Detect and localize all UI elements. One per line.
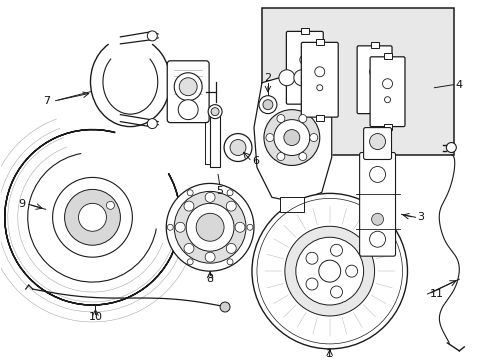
Circle shape — [208, 105, 222, 118]
Circle shape — [220, 302, 229, 312]
Circle shape — [305, 252, 317, 264]
Circle shape — [276, 114, 285, 122]
Circle shape — [259, 96, 276, 114]
Circle shape — [265, 134, 273, 141]
Circle shape — [187, 190, 193, 196]
Circle shape — [53, 177, 132, 257]
Circle shape — [178, 100, 198, 120]
FancyBboxPatch shape — [356, 46, 391, 114]
Circle shape — [106, 201, 114, 209]
Circle shape — [278, 70, 294, 86]
Circle shape — [369, 67, 379, 77]
Bar — [300, 102, 308, 108]
Circle shape — [330, 244, 342, 256]
FancyBboxPatch shape — [286, 31, 323, 104]
Circle shape — [235, 222, 244, 232]
Circle shape — [273, 120, 309, 156]
Circle shape — [246, 224, 252, 230]
Text: 2: 2 — [264, 73, 271, 83]
Text: 3: 3 — [417, 212, 424, 222]
Bar — [370, 42, 378, 48]
Circle shape — [204, 252, 215, 262]
Bar — [370, 111, 378, 117]
Text: 1: 1 — [325, 349, 332, 359]
Circle shape — [330, 286, 342, 298]
Circle shape — [64, 189, 120, 245]
Bar — [383, 53, 391, 59]
Circle shape — [369, 134, 385, 149]
Circle shape — [316, 85, 322, 91]
Text: 11: 11 — [428, 289, 443, 299]
Circle shape — [183, 243, 194, 253]
Circle shape — [226, 259, 233, 265]
Bar — [262, 8, 453, 154]
Circle shape — [318, 260, 340, 282]
Circle shape — [147, 31, 157, 41]
Circle shape — [204, 192, 215, 202]
Circle shape — [264, 110, 319, 166]
Circle shape — [166, 183, 253, 271]
FancyBboxPatch shape — [363, 127, 391, 159]
Circle shape — [285, 226, 374, 316]
Circle shape — [371, 213, 383, 225]
Circle shape — [301, 73, 307, 79]
Circle shape — [298, 153, 306, 161]
Circle shape — [179, 78, 197, 96]
Bar — [300, 28, 308, 34]
Circle shape — [251, 193, 407, 349]
Circle shape — [446, 143, 455, 153]
Circle shape — [196, 213, 224, 241]
Circle shape — [371, 85, 377, 91]
Circle shape — [224, 134, 251, 162]
Bar — [210, 108, 220, 167]
Circle shape — [309, 134, 317, 141]
Bar — [383, 124, 391, 130]
Circle shape — [299, 55, 309, 65]
Circle shape — [174, 192, 245, 263]
Circle shape — [79, 203, 106, 231]
Polygon shape — [253, 73, 331, 202]
Circle shape — [305, 278, 317, 290]
Bar — [279, 197, 303, 212]
Circle shape — [226, 190, 233, 196]
FancyBboxPatch shape — [369, 57, 404, 127]
FancyBboxPatch shape — [167, 61, 209, 123]
Circle shape — [293, 70, 309, 86]
Text: 8: 8 — [206, 274, 213, 284]
Wedge shape — [5, 130, 180, 305]
Bar — [315, 39, 323, 45]
Circle shape — [369, 166, 385, 183]
Circle shape — [175, 222, 185, 232]
Text: 4: 4 — [454, 80, 462, 90]
Circle shape — [284, 130, 299, 145]
Circle shape — [298, 114, 306, 122]
Circle shape — [183, 201, 194, 211]
Circle shape — [167, 224, 173, 230]
Text: 9: 9 — [19, 199, 26, 210]
Circle shape — [187, 259, 193, 265]
Circle shape — [174, 73, 202, 101]
Bar — [315, 114, 323, 121]
Circle shape — [345, 265, 357, 277]
Text: 6: 6 — [251, 157, 259, 166]
Circle shape — [384, 97, 390, 103]
Text: 10: 10 — [88, 312, 102, 322]
Circle shape — [295, 237, 363, 305]
Circle shape — [186, 203, 234, 251]
Circle shape — [382, 79, 392, 89]
Text: 5: 5 — [216, 186, 223, 197]
Circle shape — [226, 201, 236, 211]
Circle shape — [263, 100, 272, 110]
FancyBboxPatch shape — [359, 153, 395, 256]
Text: 7: 7 — [42, 96, 50, 106]
Circle shape — [229, 140, 245, 156]
Circle shape — [147, 118, 157, 129]
FancyBboxPatch shape — [301, 42, 338, 117]
Circle shape — [211, 108, 219, 116]
Circle shape — [276, 153, 285, 161]
Circle shape — [226, 243, 236, 253]
Circle shape — [314, 67, 324, 77]
Circle shape — [369, 231, 385, 247]
